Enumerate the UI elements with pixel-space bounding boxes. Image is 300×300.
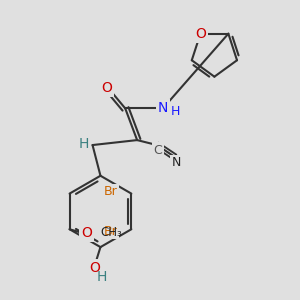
Text: H: H [171,105,180,118]
Text: O: O [81,226,92,240]
Text: CH₃: CH₃ [100,226,122,239]
Text: O: O [101,81,112,94]
Text: C: C [154,143,162,157]
Text: N: N [158,101,168,116]
Text: H: H [78,137,89,151]
Text: Br: Br [103,225,117,238]
Text: O: O [89,261,100,275]
Text: O: O [195,27,206,41]
Text: N: N [172,156,182,170]
Text: H: H [96,270,106,284]
Text: Br: Br [103,185,117,198]
